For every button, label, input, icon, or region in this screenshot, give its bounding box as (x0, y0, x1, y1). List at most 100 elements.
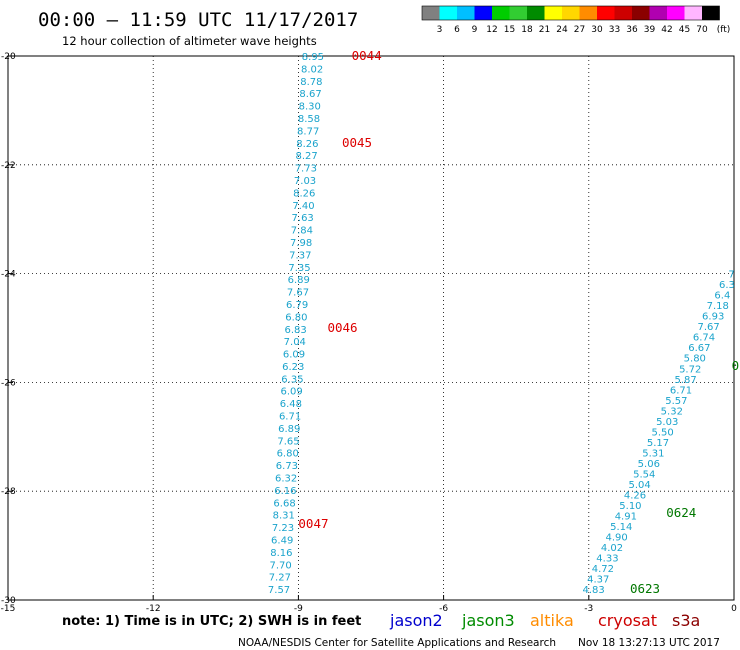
colorbar-label: 24 (556, 25, 568, 35)
wave-height-label: 5.03 (656, 417, 678, 428)
wave-height-label: 6.23 (282, 362, 304, 373)
wave-height-label: 7.04 (284, 337, 306, 348)
wave-height-label: 5.06 (638, 459, 660, 470)
wave-height-label: 8.67 (299, 89, 321, 100)
wave-height-label: 6.74 (693, 333, 715, 344)
wave-height-label: 4.83 (583, 585, 605, 596)
colorbar-swatch (422, 6, 440, 20)
pass-time-label: 0 (732, 358, 740, 373)
wave-height-label: 5.04 (628, 480, 650, 491)
wave-height-label: 5.14 (610, 522, 632, 533)
colorbar-label: 6 (454, 25, 460, 35)
wave-height-label: 6.68 (273, 498, 295, 509)
wave-height-label: 7.67 (697, 322, 719, 333)
colorbar-swatch (544, 6, 562, 20)
tracks: 8.958.028.788.678.308.588.778.268.277.73… (268, 48, 739, 596)
legend-altika: altika (530, 611, 574, 630)
plot-area: -15 -12 -9 -6 -3 0-20-22-24-26-28-30 8.958.02… (1, 48, 739, 614)
colorbar-swatch (649, 6, 667, 20)
pass-time-label: 0623 (630, 581, 660, 596)
colorbar-swatch (509, 6, 527, 20)
wave-height-label: 8.58 (298, 114, 320, 125)
colorbar-label: 33 (609, 25, 620, 35)
colorbar-swatch (527, 6, 545, 20)
footer-timestamp: Nov 18 13:27:13 UTC 2017 (578, 637, 720, 649)
wave-height-label: 5.72 (679, 364, 701, 375)
colorbar-swatch (457, 6, 475, 20)
wave-height-label: 5.87 (674, 375, 696, 386)
wave-height-label: 5.57 (665, 396, 687, 407)
wave-height-label: 7.03 (294, 176, 316, 187)
wave-height-label: 7.98 (290, 238, 312, 249)
colorbar-label: 3 (437, 25, 443, 35)
colorbar-swatch (702, 6, 720, 20)
track-2: 76.36.47.186.937.676.746.675.805.725.876… (583, 270, 740, 597)
wave-height-label: 4.33 (596, 554, 618, 565)
wave-height-label: 7.40 (292, 201, 314, 212)
wave-height-label: 5.54 (633, 469, 655, 480)
colorbar-label: 36 (626, 25, 638, 35)
wave-height-label: 7.27 (269, 573, 291, 584)
wave-height-label: 7.65 (277, 436, 299, 447)
wave-height-label: 6.71 (670, 385, 692, 396)
wave-height-label: 7.23 (272, 523, 294, 534)
wave-height-label: 7 (728, 270, 734, 281)
wave-height-label: 7.84 (291, 226, 313, 237)
wave-height-label: 5.17 (647, 438, 669, 449)
track-1: 8.958.028.788.678.308.588.778.268.277.73… (268, 48, 382, 596)
pass-time-label: 0044 (352, 48, 382, 63)
wave-height-label: 8.30 (299, 102, 321, 113)
x-tick-label: -15 (1, 604, 16, 614)
legend-jason3: jason3 (461, 611, 515, 630)
wave-height-label: 6.79 (286, 300, 308, 311)
wave-height-label: 6.35 (281, 374, 303, 385)
wave-height-label: 6.80 (277, 449, 299, 460)
colorbar-swatch (492, 6, 510, 20)
wave-height-label: 8.78 (300, 77, 322, 88)
wave-height-label: 8.26 (293, 188, 315, 199)
chart-subtitle: 12 hour collection of altimeter wave hei… (62, 34, 317, 48)
legend-s3a: s3a (672, 611, 700, 630)
colorbar-label: 70 (696, 25, 708, 35)
wave-height-label: 4.26 (624, 490, 646, 501)
wave-height-label: 6.67 (688, 343, 710, 354)
satellite-legend: jason2 jason3 altika cryosat s3a (389, 611, 700, 630)
wave-height-label: 6.48 (280, 399, 302, 410)
chart-title: 00:00 – 11:59 UTC 11/17/2017 (38, 9, 358, 31)
wave-height-label: 4.37 (587, 575, 609, 586)
wave-height-label: 5.31 (642, 448, 664, 459)
wave-height-label: 8.31 (273, 511, 295, 522)
colorbar-swatch (474, 6, 492, 20)
y-tick-label: -26 (1, 378, 16, 388)
wave-height-label: 8.02 (301, 64, 323, 75)
colorbar-swatch (632, 6, 650, 20)
pass-time-label: 0046 (327, 320, 357, 335)
wave-height-label: 6.89 (278, 424, 300, 435)
wave-height-label: 8.27 (295, 151, 317, 162)
wave-height-label: 5.80 (684, 354, 706, 365)
y-tick-label: -30 (1, 596, 16, 606)
wave-height-label: 7.67 (287, 288, 309, 299)
colorbar-swatch (667, 6, 685, 20)
plot-frame (7, 55, 735, 601)
wave-height-label: 6.83 (284, 325, 306, 336)
wave-height-label: 8.16 (270, 548, 292, 559)
wave-height-label: 7.73 (295, 164, 317, 175)
colorbar-swatch (579, 6, 597, 20)
wave-height-label: 4.90 (605, 533, 627, 544)
wave-height-label: 8.95 (302, 52, 324, 63)
wave-height-label: 5.50 (651, 427, 673, 438)
wave-height-label: 6.09 (281, 387, 303, 398)
legend-cryosat: cryosat (598, 611, 657, 630)
colorbar-unit: (ft) (717, 25, 731, 35)
wave-height-label: 7.35 (288, 263, 310, 274)
wave-height-label: 5.32 (661, 406, 683, 417)
wave-height-label: 6.4 (714, 291, 730, 302)
wave-height-label: 6.71 (279, 412, 301, 423)
x-tick-label: 0 (731, 604, 737, 614)
colorbar-label: 9 (472, 25, 478, 35)
wave-height-label: 4.02 (601, 543, 623, 554)
colorbar-swatch (439, 6, 457, 20)
colorbar-label: 21 (539, 25, 550, 35)
